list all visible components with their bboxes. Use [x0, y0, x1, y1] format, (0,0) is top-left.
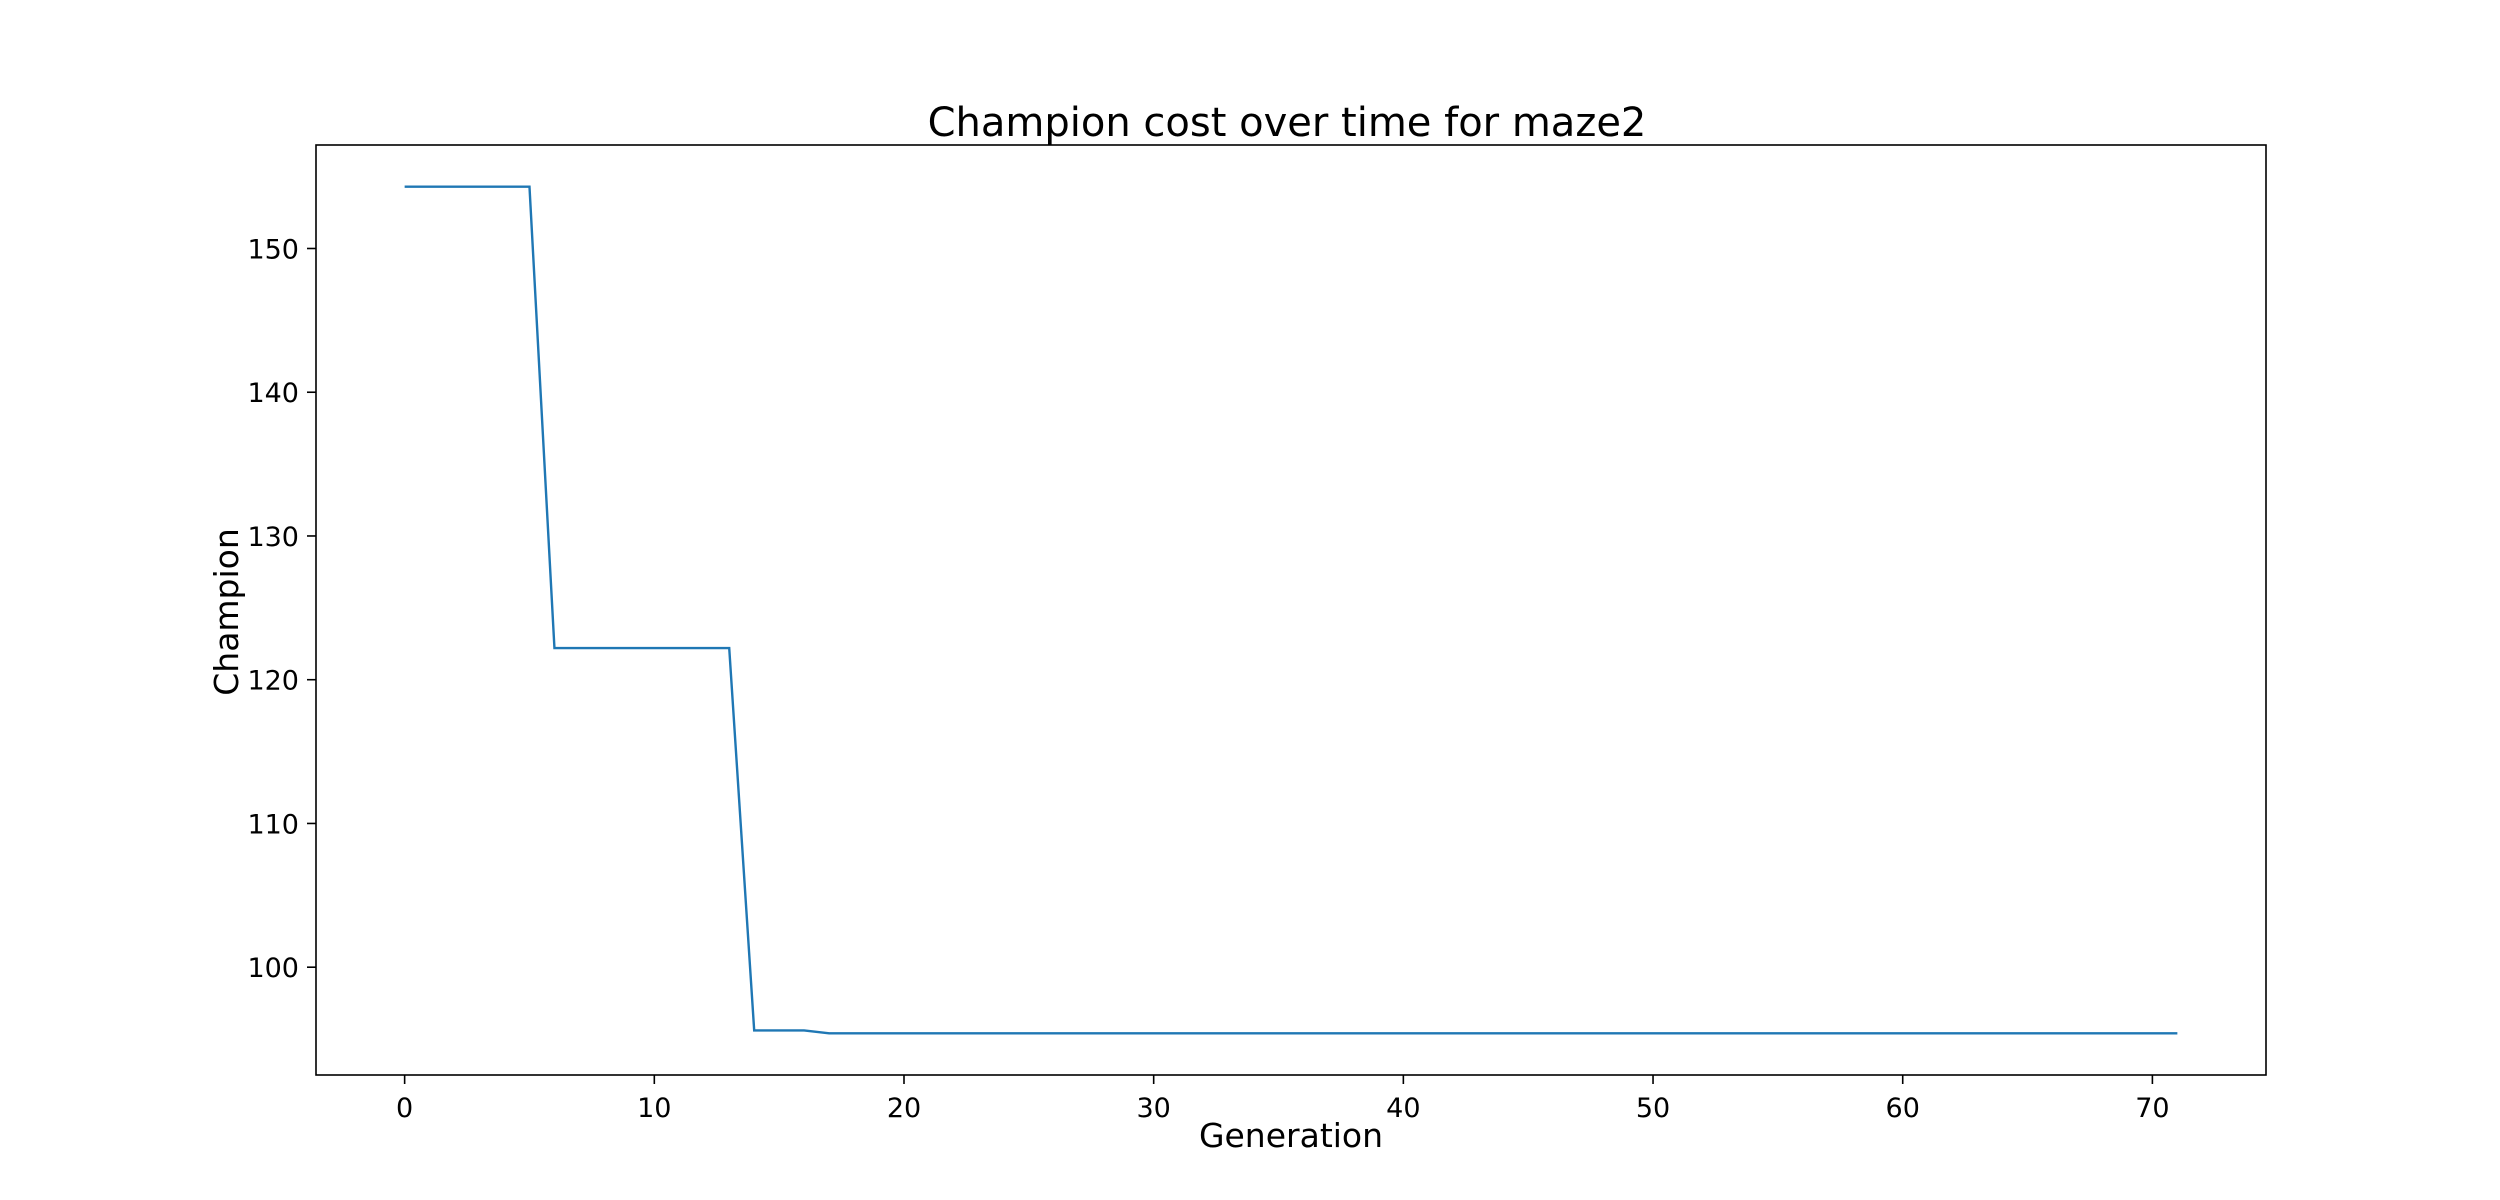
- x-tick-label: 30: [1136, 1093, 1170, 1124]
- x-tick-label: 0: [396, 1093, 413, 1124]
- y-tick-label: 100: [247, 953, 299, 984]
- y-tick-label: 120: [247, 666, 299, 697]
- y-tick-label: 130: [247, 522, 299, 553]
- series-line-1: [404, 185, 2178, 1035]
- x-tick-label: 40: [1386, 1093, 1420, 1124]
- y-axis: 100 110 120 130 140 150: [247, 234, 316, 984]
- x-tick-label: 50: [1636, 1093, 1670, 1124]
- y-axis-label: Champion: [207, 528, 246, 696]
- x-tick-label: 20: [887, 1093, 921, 1124]
- x-axis: 0 10 20 30 40 50 60 70: [396, 1075, 2170, 1124]
- x-tick-label: 70: [2135, 1093, 2169, 1124]
- x-axis-label: Generation: [1199, 1116, 1383, 1155]
- x-tick-label: 10: [637, 1093, 671, 1124]
- axes-frame: [315, 144, 2267, 1076]
- y-tick-label: 110: [247, 809, 299, 840]
- y-tick-label: 140: [247, 378, 299, 409]
- y-tick-label: 150: [247, 234, 299, 265]
- plot-area: [404, 185, 2178, 1035]
- x-tick-label: 60: [1886, 1093, 1920, 1124]
- chart-title: Champion cost over time for maze2: [928, 100, 1647, 146]
